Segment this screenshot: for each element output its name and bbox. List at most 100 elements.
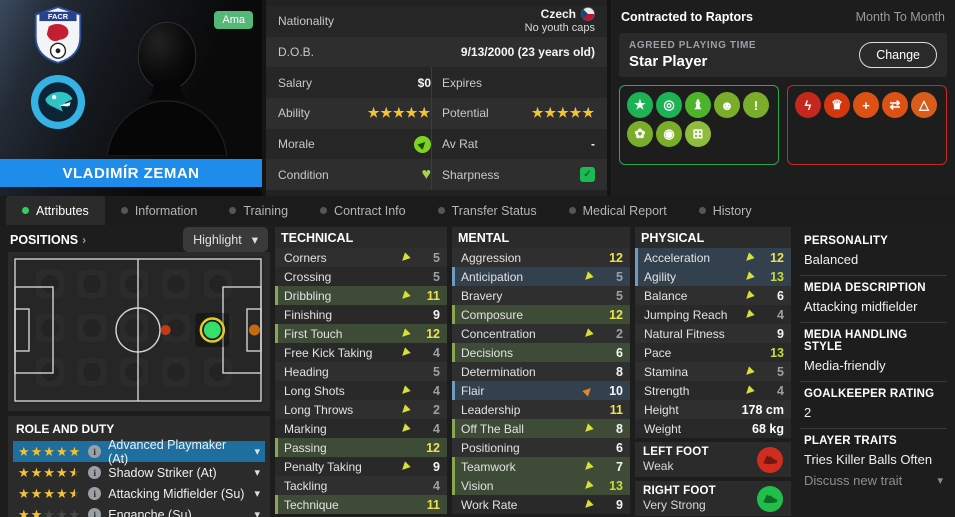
profile-section-title: MEDIA DESCRIPTION [804, 282, 926, 294]
expires-label: Expires [442, 75, 483, 90]
profile-section-title: PERSONALITY [804, 235, 888, 247]
tab-contract-info[interactable]: Contract Info [304, 196, 422, 225]
attribute-name: Anticipation [461, 269, 524, 284]
attribute-name: First Touch [284, 326, 343, 341]
star-rating: ★★★★★★★★★★ [532, 106, 595, 119]
role-row-enganche-su[interactable]: ★★★★★★★★★★ i Enganche (Su) ▾ [13, 504, 265, 517]
attribute-value: 68 kg [752, 421, 784, 436]
attribute-row-tackling: Tackling 4 [275, 476, 447, 495]
attribute-name: Marking [284, 421, 327, 436]
avrat-label: Av Rat [442, 137, 478, 152]
attribute-name: Finishing [284, 307, 333, 322]
attribute-name: Corners [284, 250, 327, 265]
star-rating-filled: ★★★★★ [18, 508, 44, 517]
tab-label: Contract Info [334, 203, 406, 218]
attribute-row-free-kick-taking: Free Kick Taking 4 [275, 343, 447, 362]
trend-down-icon [582, 422, 594, 435]
attribute-value: 6 [777, 288, 784, 303]
attribute-row-long-shots: Long Shots 4 [275, 381, 447, 400]
chevron-down-icon: ▾ [937, 475, 943, 487]
attribute-value: 5 [777, 364, 784, 379]
attribute-row-strength: Strength 4 [635, 381, 791, 400]
attribute-value: 5 [616, 269, 623, 284]
star-rating-empty: ★★★★★ [18, 486, 82, 501]
trend-down-icon [582, 479, 594, 492]
attribute-row-aggression: Aggression 12 [452, 248, 630, 267]
trend-down-icon [399, 460, 411, 473]
tab-label: Information [134, 203, 198, 218]
tab-medical-report[interactable]: Medical Report [553, 196, 683, 225]
attribute-name: Penalty Taking [284, 459, 362, 474]
attribute-row-first-touch: First Touch 12 [275, 324, 447, 343]
attribute-value: 4 [433, 383, 440, 398]
attribute-name: Composure [461, 307, 524, 322]
role-row-advanced-playmaker-at[interactable]: ★★★★★ ★★★★★ i Advanced Playmaker (At) ▾ [13, 438, 265, 466]
eye-icon: ◉ [656, 121, 682, 147]
attribute-name: Aggression [461, 250, 522, 265]
attribute-row-off-the-ball: Off The Ball 8 [452, 419, 630, 438]
mental-attributes: MENTAL Aggression 12 Anticipation 5 Bravery 5… [452, 227, 630, 514]
attribute-row-technique: Technique 11 [275, 495, 447, 514]
discuss-new-trait-label: Discuss new trait [804, 473, 903, 488]
tab-attributes[interactable]: Attributes [6, 196, 105, 225]
attribute-name: Technique [284, 497, 339, 512]
attribute-row-balance: Balance 6 [635, 286, 791, 305]
chevron-right-icon: › [82, 232, 87, 247]
positions-title[interactable]: POSITIONS [10, 232, 79, 247]
profile-section-value: Balanced [804, 252, 859, 267]
attribute-name: Stamina [644, 364, 689, 379]
info-icon: i [88, 487, 102, 500]
player-trait: Tries Killer Balls Often [804, 452, 933, 467]
pitch-diagram [12, 256, 264, 404]
tab-information[interactable]: Information [105, 196, 214, 225]
role-row-attacking-midfielder-su[interactable]: ★★★★★ ★★★★★ i Attacking Midfielder (Su) ▾ [13, 483, 265, 504]
attribute-value: 13 [609, 478, 623, 493]
tab-history[interactable]: History [683, 196, 768, 225]
chevron-down-icon[interactable]: ▾ [254, 488, 260, 500]
attribute-row-jumping-reach: Jumping Reach 4 [635, 305, 791, 324]
attribute-value: 12 [609, 307, 623, 322]
change-playing-time-button[interactable]: Change [859, 42, 937, 68]
broken-bone-icon: ϟ [795, 92, 821, 118]
attribute-value: 9 [777, 326, 784, 341]
attribute-name: Natural Fitness [644, 326, 725, 341]
attribute-value: 4 [433, 421, 440, 436]
attribute-value: 11 [609, 402, 623, 417]
role-label: Shadow Striker (At) [108, 465, 217, 480]
tab-label: Transfer Status [451, 203, 537, 218]
role-duty-panel: ROLE AND DUTY ★★★★★ ★★★★★ i Advanced Playma… [8, 416, 270, 517]
trend-down-icon [582, 498, 594, 511]
attribute-value: 12 [609, 250, 623, 265]
potential-label: Potential [442, 106, 489, 121]
dob-row: D.O.B. 9/13/2000 (23 years old) [266, 36, 607, 68]
chevron-down-icon[interactable]: ▾ [254, 509, 260, 517]
attribute-row-anticipation: Anticipation 5 [452, 267, 630, 286]
player-traits-title: PLAYER TRAITS [804, 435, 897, 447]
tab-transfer-status[interactable]: Transfer Status [422, 196, 553, 225]
chevron-down-icon[interactable]: ▾ [254, 467, 260, 479]
role-duty-title: ROLE AND DUTY [16, 422, 115, 436]
profile-summary-column: PERSONALITY Balanced MEDIA DESCRIPTION Atta… [796, 227, 949, 511]
chevron-down-icon[interactable]: ▾ [254, 446, 260, 458]
attribute-name: Work Rate [461, 497, 518, 512]
profile-section-title: GOALKEEPER RATING [804, 388, 935, 400]
tab-status-dot [437, 207, 445, 214]
morale-avrat-row: Morale ▶ Av Rat - [266, 128, 607, 160]
attribute-value: 2 [433, 402, 440, 417]
discuss-new-trait-button[interactable]: Discuss new trait ▾ [804, 473, 943, 488]
role-row-shadow-striker-at[interactable]: ★★★★★ ★★★★★ i Shadow Striker (At) ▾ [13, 462, 265, 483]
attribute-row-natural-fitness: Natural Fitness 9 [635, 324, 791, 343]
star-rating: ★★★★★★★★★★ [18, 466, 81, 479]
attribute-value: 9 [433, 459, 440, 474]
attribute-value: 9 [433, 307, 440, 322]
left-foot-label: LEFT FOOT [643, 446, 709, 458]
attribute-name: Weight [644, 421, 682, 436]
tab-training[interactable]: Training [213, 196, 304, 225]
mental-title: MENTAL [458, 231, 510, 245]
highlight-dropdown[interactable]: Highlight ▾ [183, 227, 268, 252]
trend-down-icon [399, 327, 411, 340]
ability-stars: ★★★★★ ★★★★★ [368, 106, 431, 120]
attribute-value: 4 [433, 478, 440, 493]
attribute-row-concentration: Concentration 2 [452, 324, 630, 343]
star-rating: ★★★★★★★★★★ [18, 487, 81, 500]
